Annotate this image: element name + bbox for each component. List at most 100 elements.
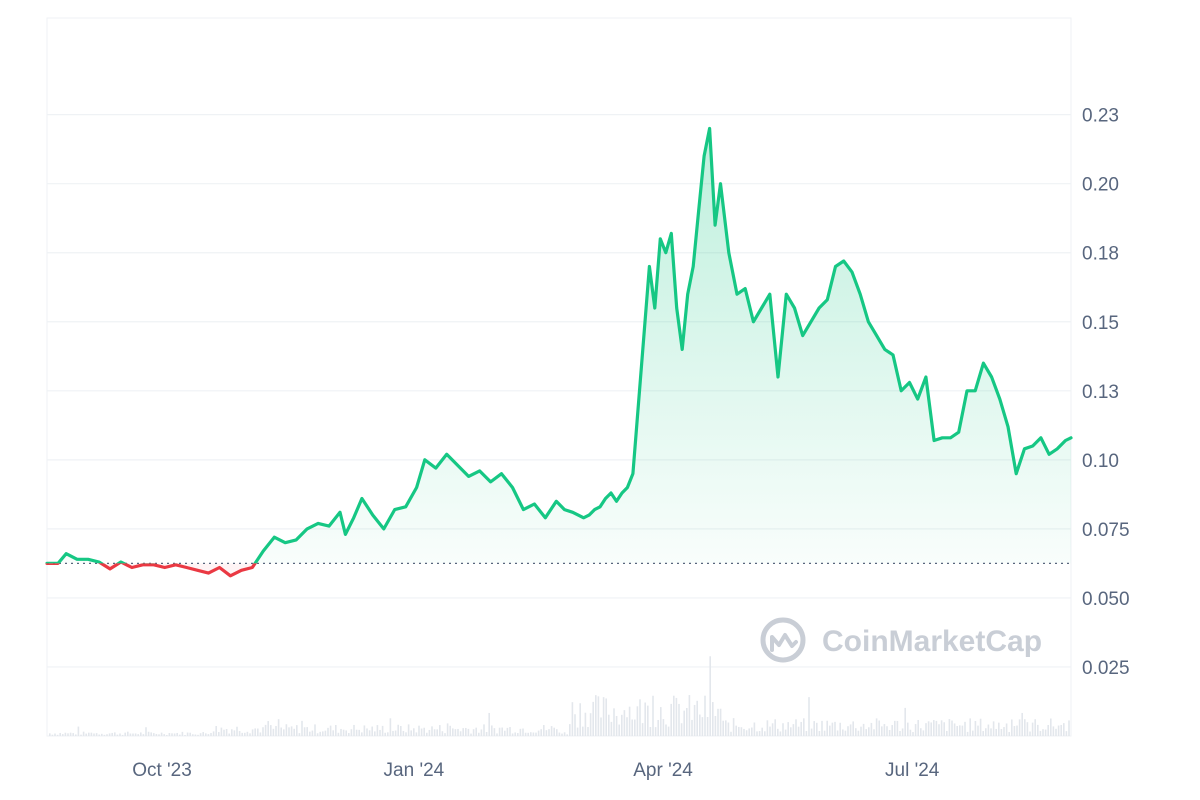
volume-bar [576,727,579,736]
volume-bars [49,656,1070,736]
volume-bar [1068,720,1070,736]
volume-bar [987,724,990,736]
volume-bar [238,731,241,736]
volume-bar [1011,719,1013,736]
volume-bar [1026,722,1029,736]
volume-bar [309,731,311,736]
volume-bar [706,716,709,736]
volume-bar [771,723,774,736]
volume-bar [262,727,264,736]
volume-bar [111,732,113,736]
volume-bar [407,724,410,736]
volume-bar [982,731,984,736]
volume-bar [540,729,542,736]
volume-bar [93,733,95,736]
volume-bar [298,733,301,736]
volume-bar [985,728,987,736]
volume-bar [251,729,254,736]
volume-bar [54,733,56,736]
volume-bar [397,724,399,736]
volume-bar [1047,725,1049,736]
volume-bar [311,730,314,736]
volume-bar [933,720,935,736]
volume-bar [649,726,652,736]
volume-bar [319,731,321,736]
volume-bar [899,730,901,736]
volume-bar [108,733,111,736]
volume-bar [405,732,407,736]
volume-bar [283,729,285,736]
volume-bar [634,719,636,736]
volume-bar [938,724,940,736]
volume-bar [340,728,342,736]
volume-bar [943,722,945,736]
volume-bar [818,731,821,736]
volume-bar [199,733,202,736]
volume-bar [849,724,852,736]
volume-bar [842,729,844,736]
volume-bar [972,730,974,736]
volume-bar [998,722,1000,736]
volume-bar [506,727,509,736]
volume-bar [745,730,748,736]
volume-bar [173,733,176,736]
volume-bar [792,724,795,736]
volume-bar [545,730,548,736]
volume-bar [719,708,722,736]
volume-bar [293,728,295,736]
volume-bar [134,733,137,736]
volume-bar [959,725,961,736]
volume-bar [153,733,155,736]
volume-bar [896,720,899,736]
volume-bar [743,728,745,736]
volume-bar [116,734,119,736]
volume-bar [530,732,532,736]
volume-bar [511,733,514,736]
volume-bar [1055,728,1057,736]
volume-bar [712,702,714,736]
volume-bar [62,734,64,736]
volume-bar [725,720,727,736]
volume-bar [306,727,308,736]
volume-bar [49,733,51,736]
volume-bar [496,733,498,736]
volume-bar [836,730,839,736]
volume-bar [163,734,165,736]
volume-bar [392,730,394,736]
volume-bar [192,734,194,736]
volume-bar [132,733,134,736]
volume-bar [969,718,971,736]
volume-bar [475,727,477,736]
volume-bar [236,726,238,736]
volume-bar [566,734,568,736]
volume-bar [51,734,54,736]
volume-bar [95,733,98,736]
coinmarketcap-logo-icon [760,617,806,663]
volume-bar [855,728,857,736]
volume-bar [727,722,730,736]
volume-bar [272,728,275,736]
volume-bar [553,727,555,736]
volume-bar [59,732,61,736]
volume-bar [478,732,480,736]
volume-bar [418,725,420,736]
volume-bar [894,720,896,736]
volume-bar [246,731,249,736]
volume-bar [803,718,805,736]
y-tick-label: 0.075 [1082,520,1130,541]
volume-bar [751,727,753,736]
volume-bar [532,732,535,736]
volume-bar [431,726,433,736]
volume-bar [717,708,719,736]
volume-bar [470,733,472,736]
x-tick-label: Oct '23 [132,760,192,781]
volume-bar [738,726,740,736]
volume-bar [202,732,204,736]
volume-bar [337,732,340,736]
volume-bar [114,732,116,736]
volume-bar [140,732,142,736]
volume-bar [184,735,186,736]
volume-bar [701,717,704,736]
volume-bar [329,725,332,736]
volume-bar [615,716,618,736]
